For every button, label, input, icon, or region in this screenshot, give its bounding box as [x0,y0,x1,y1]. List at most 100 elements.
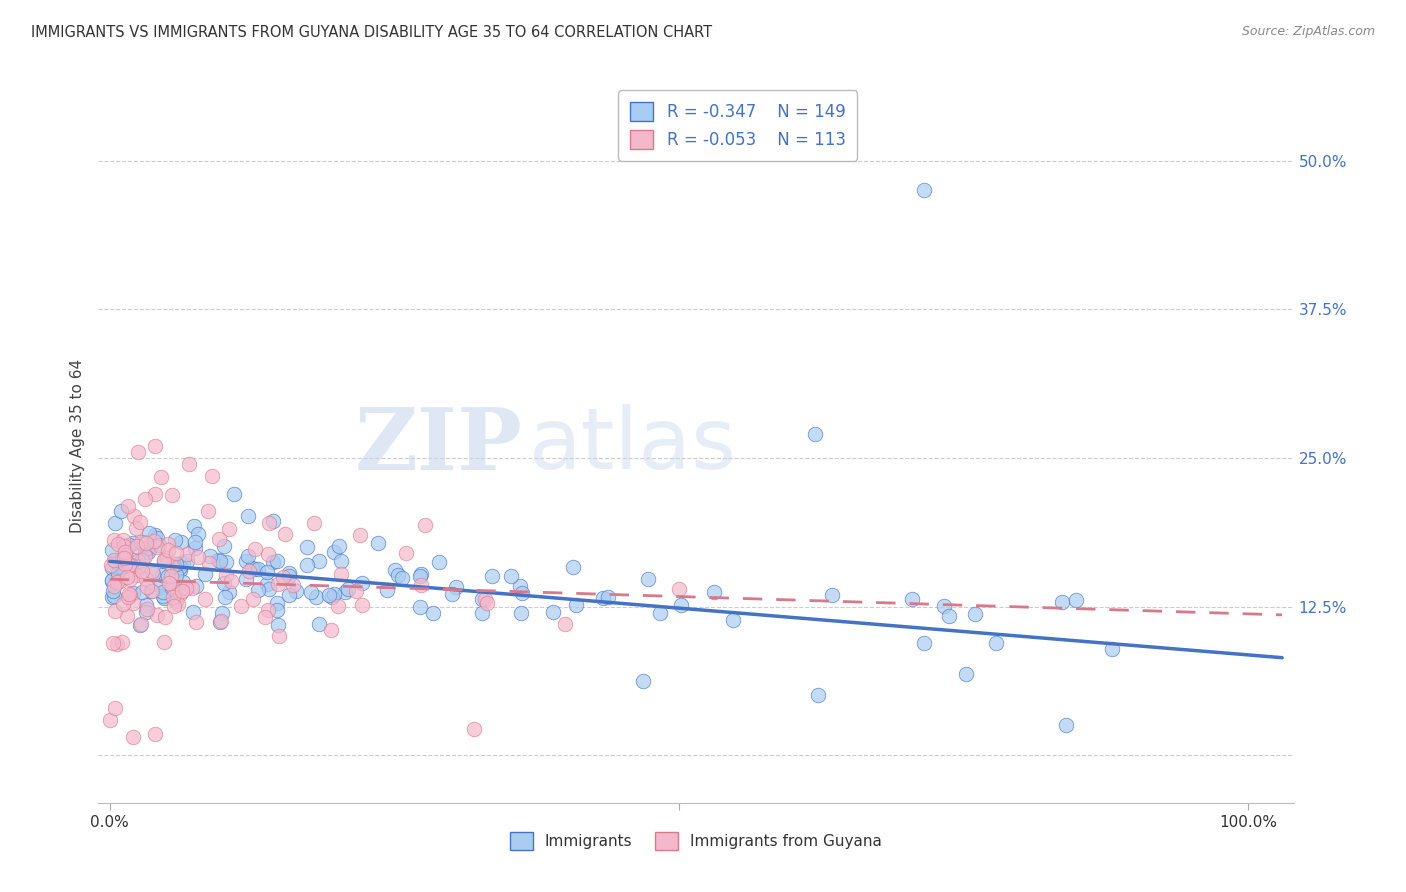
Point [179,457,201,471]
Point [139,584,162,599]
Point [143,439,166,453]
Point [131,585,153,599]
Point [172,557,194,571]
Point [124,508,146,523]
Point [136,602,159,616]
Point [422,606,444,620]
Point [165,594,187,608]
Point [475,596,498,610]
Point [194,566,217,581]
Point [122,563,145,577]
Point [118,558,141,573]
Point [509,579,531,593]
Point [129,534,152,549]
Point [103,589,125,603]
Point [668,582,690,596]
Point [198,556,221,570]
Point [165,567,187,582]
Point [100,558,122,572]
Point [141,564,163,578]
Point [565,599,588,613]
Point [118,589,141,603]
Point [111,635,134,649]
Point [105,637,128,651]
Point [212,576,235,591]
Point [127,445,149,459]
Point [330,554,353,568]
Point [180,581,202,595]
Point [103,552,125,566]
Point [295,540,318,554]
Point [98,713,121,727]
Point [648,606,671,620]
Point [111,552,134,566]
Point [181,605,204,619]
Point [554,617,576,632]
Text: atlas: atlas [529,404,737,488]
Point [637,572,659,586]
Point [101,584,124,599]
Point [105,574,128,589]
Point [128,558,150,573]
Point [256,547,278,561]
Point [218,585,240,599]
Point [295,558,318,572]
Point [384,563,406,577]
Legend: Immigrants, Immigrants from Guyana: Immigrants, Immigrants from Guyana [503,826,889,855]
Point [463,722,485,736]
Point [135,580,157,594]
Point [209,615,232,629]
Point [187,527,209,541]
Point [132,534,155,549]
Point [143,486,166,500]
Point [267,629,290,643]
Point [160,558,183,573]
Point [122,596,145,610]
Point [127,554,149,568]
Point [129,618,152,632]
Point [257,603,280,617]
Point [350,598,373,612]
Point [141,566,163,581]
Point [152,554,174,568]
Point [184,578,207,592]
Point [174,581,197,595]
Point [375,583,398,598]
Point [267,577,290,591]
Point [246,562,269,576]
Point [333,585,356,599]
Point [134,491,156,506]
Point [387,567,409,582]
Point [395,546,418,560]
Point [160,582,183,596]
Point [165,558,187,572]
Point [160,578,183,592]
Point [122,586,145,600]
Point [266,596,288,610]
Point [186,615,208,629]
Point [104,516,127,531]
Point [101,636,124,650]
Point [274,527,297,541]
Point [135,572,157,586]
Point [129,617,152,632]
Point [411,567,433,582]
Point [901,591,924,606]
Point [169,556,191,570]
Point [125,521,148,535]
Point [262,514,284,528]
Point [501,569,523,583]
Point [157,575,180,590]
Point [703,585,725,599]
Point [266,603,288,617]
Point [215,555,238,569]
Point [510,586,533,600]
Point [236,508,259,523]
Point [413,518,436,533]
Text: ZIP: ZIP [354,404,523,488]
Point [120,558,142,573]
Point [152,585,174,599]
Point [117,570,139,584]
Point [135,598,157,612]
Point [440,587,463,601]
